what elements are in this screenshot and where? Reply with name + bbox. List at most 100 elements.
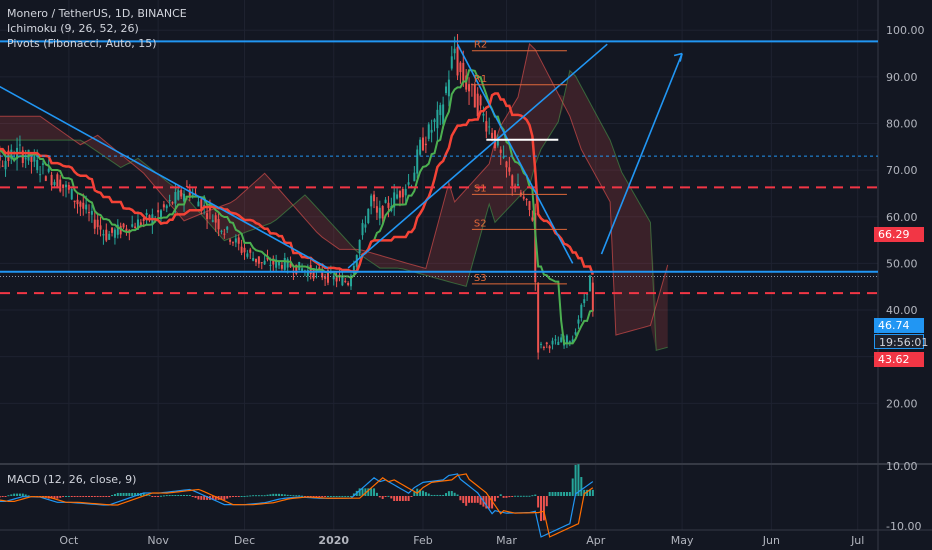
- macd-histogram-bar: [263, 495, 266, 497]
- candle: [488, 117, 491, 135]
- macd-histogram-bar: [496, 496, 499, 498]
- macd-histogram-bar: [462, 496, 465, 504]
- candle-body: [476, 93, 479, 117]
- macd-histogram-bar: [64, 496, 67, 497]
- candle-body: [119, 225, 122, 235]
- macd-histogram-bar: [335, 495, 338, 497]
- macd-histogram-bar: [283, 494, 286, 496]
- macd-histogram-bar: [519, 495, 522, 497]
- macd-histogram-bar: [177, 494, 180, 496]
- macd-histogram-bar: [542, 496, 545, 521]
- candle-body: [263, 260, 266, 265]
- ichimoku-legend[interactable]: Ichimoku (9, 26, 52, 26): [7, 22, 139, 35]
- macd-histogram-bar: [436, 494, 439, 496]
- candle-body: [318, 267, 321, 270]
- candle-body: [223, 233, 226, 235]
- macd-histogram-bar: [468, 496, 471, 503]
- candle-body: [445, 86, 448, 94]
- candle-body: [482, 113, 485, 116]
- macd-histogram-bar: [162, 495, 165, 497]
- pivot-s2: S2: [471, 218, 567, 230]
- candle-body: [421, 137, 424, 151]
- candle-body: [439, 105, 442, 116]
- candle: [272, 255, 275, 271]
- macd-histogram-bar: [231, 496, 234, 497]
- pivots-legend[interactable]: Pivots (Fibonacci, Auto, 15): [7, 37, 157, 50]
- candle-body: [344, 280, 347, 282]
- candle-body: [459, 62, 462, 73]
- macd-histogram-bar: [568, 492, 571, 496]
- time-tick-label: Jun: [762, 534, 780, 547]
- macd-histogram-bar: [433, 494, 436, 496]
- candle-body: [352, 266, 355, 274]
- macd-histogram-bar: [180, 494, 183, 496]
- price-tick-label: 80.00: [886, 117, 918, 130]
- candle-body: [491, 132, 494, 139]
- candle: [430, 119, 433, 143]
- macd-histogram-bar: [528, 495, 531, 497]
- macd-histogram-bar: [407, 496, 410, 501]
- macd-histogram-bar: [373, 488, 376, 496]
- candle: [439, 102, 442, 126]
- candle: [41, 160, 44, 175]
- trendline-drawings[interactable]: [0, 40, 878, 295]
- candle-body: [134, 226, 137, 229]
- candle-body: [502, 156, 505, 158]
- candle-body: [44, 176, 47, 181]
- candle: [347, 281, 350, 287]
- macd-histogram-bar: [301, 495, 304, 497]
- macd-histogram-bar: [108, 496, 111, 497]
- candle-body: [272, 258, 275, 265]
- candle: [263, 254, 266, 266]
- candle-body: [1, 165, 4, 167]
- macd-histogram-bar: [18, 493, 21, 496]
- macd-histogram-bar: [393, 496, 396, 501]
- candle-body: [64, 184, 67, 188]
- candle-body: [191, 194, 194, 197]
- macd-histogram-bar: [125, 492, 128, 496]
- macd-histogram-bar: [275, 493, 278, 496]
- macd-legend[interactable]: MACD (12, 26, close, 9): [7, 473, 137, 486]
- macd-histogram-bar: [419, 489, 422, 496]
- macd-histogram-bar: [286, 494, 289, 496]
- candle-body: [286, 259, 289, 268]
- macd-histogram-bar: [234, 496, 237, 497]
- macd-histogram-bar: [220, 496, 223, 500]
- macd-signal-line: [0, 473, 594, 538]
- candle-body: [361, 223, 364, 236]
- macd-histogram-bar: [206, 496, 209, 500]
- macd-histogram-bar: [312, 496, 315, 497]
- macd-histogram-bar: [396, 496, 399, 501]
- macd-histogram-bar: [10, 494, 13, 496]
- time-tick-label: May: [671, 534, 694, 547]
- macd-histogram-bar: [119, 492, 122, 496]
- candle-body: [30, 156, 33, 162]
- candle: [580, 303, 583, 322]
- macd-histogram-bar: [278, 493, 281, 496]
- macd-histogram-bar: [410, 496, 413, 497]
- candle-body: [139, 222, 142, 226]
- candle-body: [568, 341, 571, 344]
- candle: [401, 186, 404, 204]
- macd-histogram-bar: [295, 495, 298, 497]
- candle-body: [217, 219, 220, 230]
- candle: [30, 155, 33, 174]
- time-tick-label: Feb: [413, 534, 432, 547]
- candle-body: [586, 293, 589, 295]
- candle-body: [528, 201, 531, 210]
- candle-body: [522, 196, 525, 199]
- candle: [324, 273, 327, 287]
- candle-body: [565, 335, 568, 344]
- projection-arrow-line: [600, 53, 683, 255]
- macd-histogram-bar: [70, 496, 73, 497]
- price-tick-label: 40.00: [886, 304, 918, 317]
- macd-histogram-bar: [246, 495, 249, 497]
- candle: [119, 222, 122, 239]
- candle-body: [73, 200, 76, 203]
- candle: [537, 282, 540, 360]
- candle: [361, 219, 364, 240]
- pivot-label: S3: [474, 273, 487, 284]
- level-tag-upper: 66.29: [874, 227, 924, 242]
- candle-body: [280, 264, 283, 269]
